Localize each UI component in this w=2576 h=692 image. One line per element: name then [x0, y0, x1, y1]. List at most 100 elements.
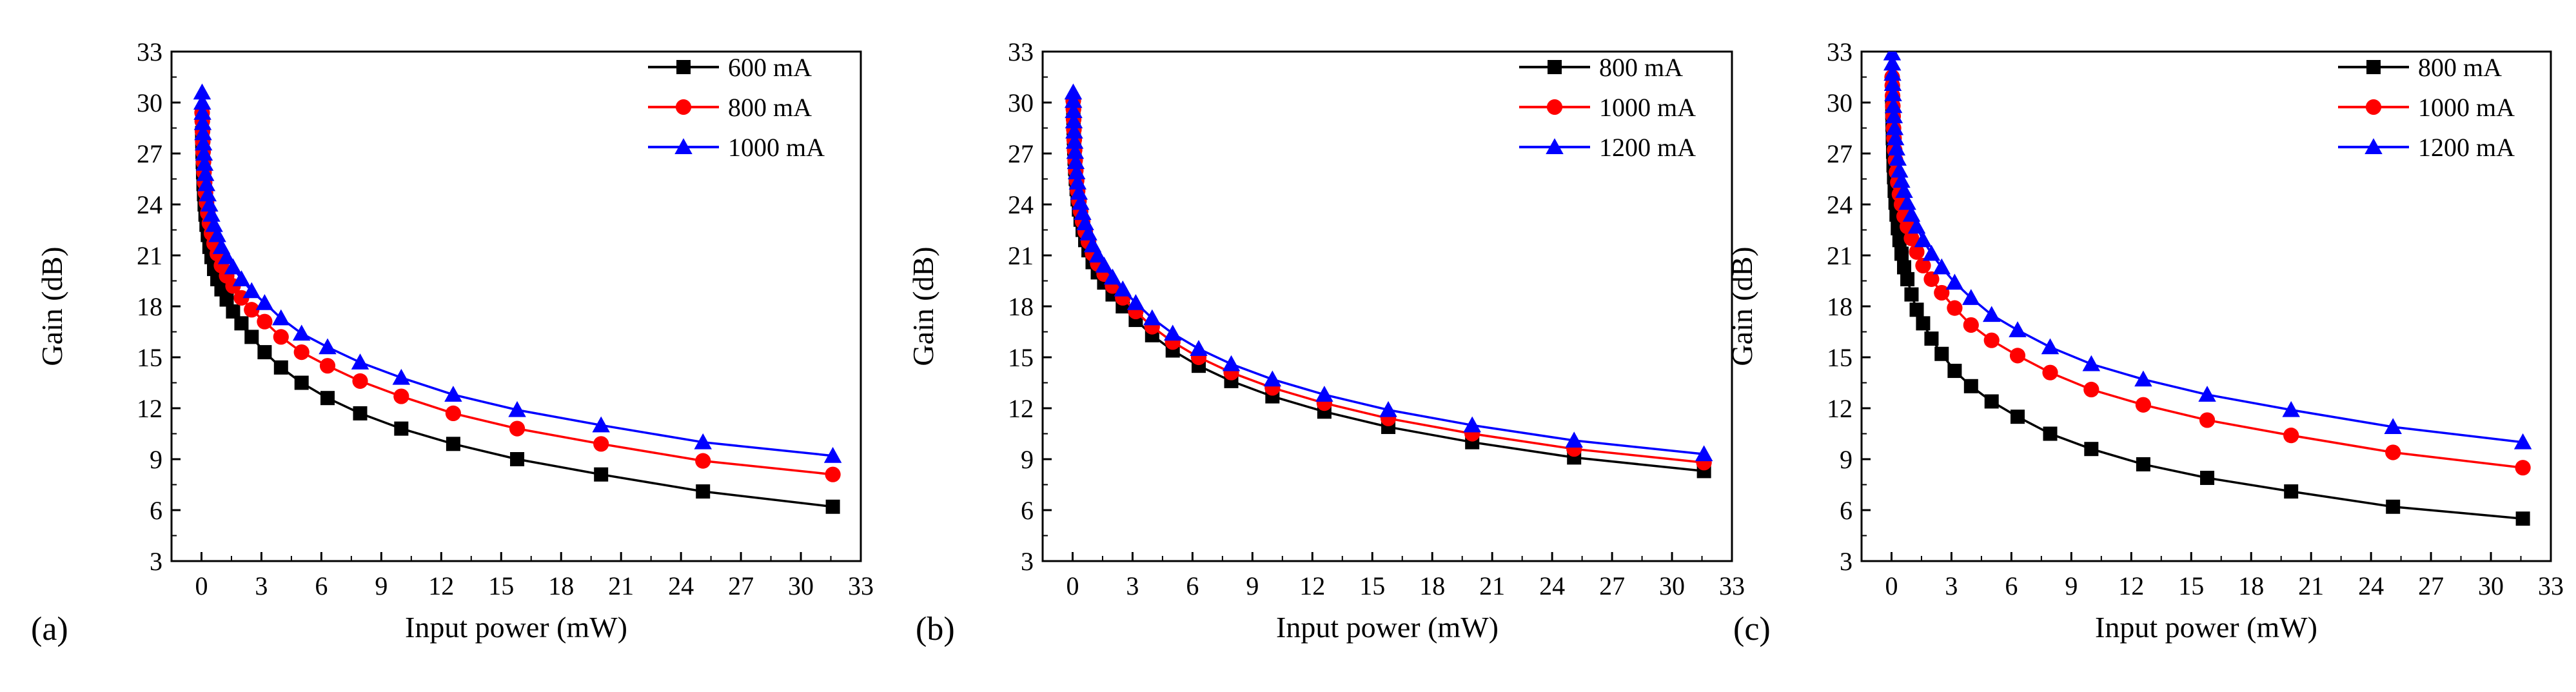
- y-tick-label: 27: [1827, 139, 1853, 168]
- data-point: [193, 104, 211, 120]
- y-tick-label: 30: [1008, 88, 1034, 117]
- y-tick-label: 3: [1840, 547, 1853, 576]
- data-point: [1072, 193, 1090, 210]
- data-point: [1143, 309, 1161, 326]
- data-point: [320, 391, 335, 406]
- data-point: [2284, 484, 2299, 499]
- data-point: [1222, 355, 1241, 371]
- x-tick-label: 0: [195, 571, 208, 600]
- x-tick-label: 3: [1945, 571, 1958, 600]
- x-tick-label: 0: [1066, 571, 1079, 600]
- x-tick-label: 24: [1539, 571, 1565, 600]
- data-point: [194, 124, 212, 141]
- x-tick-label: 33: [1719, 571, 1745, 600]
- data-point: [244, 302, 260, 318]
- data-point: [2010, 410, 2025, 424]
- x-tick-label: 6: [2005, 571, 2018, 600]
- data-point: [2385, 444, 2401, 460]
- data-point: [1884, 97, 1903, 114]
- series-line: [201, 112, 833, 476]
- data-point: [592, 416, 610, 433]
- data-point: [1884, 85, 1902, 101]
- data-point: [292, 324, 311, 341]
- x-tick-label: 30: [1659, 571, 1685, 600]
- y-axis-title: Gain (dB): [907, 246, 939, 366]
- x-tick-label: 15: [488, 571, 514, 600]
- data-point: [1909, 244, 1925, 260]
- x-axis-title: Input power (mW): [405, 611, 627, 644]
- legend-marker: [2366, 60, 2381, 74]
- data-point: [1963, 379, 1978, 393]
- data-point: [1190, 340, 1208, 356]
- data-point: [193, 94, 211, 110]
- x-axis-title: Input power (mW): [1276, 611, 1499, 644]
- data-point: [1885, 119, 1904, 135]
- data-point: [1897, 260, 1912, 275]
- data-point: [1894, 246, 1909, 261]
- data-point: [2009, 348, 2026, 364]
- x-tick-label: 0: [1885, 571, 1898, 600]
- legend-label: 1000 mA: [2418, 93, 2515, 122]
- data-point: [2136, 457, 2150, 471]
- data-point: [1907, 217, 1926, 234]
- data-point: [273, 360, 288, 375]
- data-point: [1893, 172, 1911, 188]
- data-point: [1263, 370, 1282, 387]
- data-point: [2009, 321, 2027, 337]
- data-point: [1064, 92, 1083, 108]
- y-tick-label: 24: [1008, 190, 1034, 219]
- y-tick-label: 12: [137, 394, 162, 423]
- data-point: [1915, 257, 1931, 273]
- data-point: [825, 499, 840, 514]
- data-point: [1895, 182, 1913, 198]
- series-1200-ma: [1064, 83, 1713, 462]
- data-point: [1923, 271, 1940, 287]
- x-tick-label: 18: [1419, 571, 1445, 600]
- data-point: [1463, 416, 1481, 433]
- data-point: [1088, 246, 1107, 262]
- x-tick-label: 9: [1246, 571, 1259, 600]
- data-point: [1565, 431, 1583, 448]
- data-point: [1922, 244, 1941, 261]
- y-tick-label: 15: [1008, 343, 1034, 372]
- data-point: [2513, 433, 2532, 450]
- data-point: [232, 270, 251, 286]
- data-point: [1065, 123, 1083, 139]
- y-tick-label: 6: [1840, 496, 1853, 525]
- data-point: [255, 293, 274, 310]
- x-tick-label: 15: [1359, 571, 1385, 600]
- data-point: [1695, 445, 1713, 462]
- x-tick-label: 3: [255, 571, 268, 600]
- data-point: [1963, 317, 1979, 333]
- data-point: [244, 330, 259, 344]
- data-point: [1315, 386, 1333, 402]
- data-point: [294, 375, 309, 390]
- y-tick-label: 30: [137, 88, 162, 117]
- series-1000-ma: [1884, 69, 2531, 476]
- legend-marker: [1546, 138, 1564, 154]
- x-tick-label: 12: [428, 571, 454, 600]
- data-point: [1883, 75, 1902, 92]
- data-point: [2200, 470, 2215, 485]
- x-tick-label: 21: [2298, 571, 2324, 600]
- legend-marker: [1546, 99, 1563, 115]
- legend-label: 1200 mA: [1599, 133, 1696, 162]
- data-point: [1934, 284, 1950, 301]
- legend: 600 mA 800 mA 1000 mA: [648, 53, 825, 162]
- data-point: [272, 309, 290, 326]
- data-point: [193, 83, 211, 100]
- y-tick-label: 15: [1827, 343, 1853, 372]
- data-point: [1126, 293, 1145, 310]
- data-point: [293, 344, 310, 361]
- data-point: [194, 134, 213, 151]
- data-point: [445, 405, 461, 422]
- data-point: [444, 386, 462, 402]
- data-point: [509, 420, 526, 437]
- y-tick-label: 21: [137, 241, 162, 270]
- data-point: [1889, 150, 1907, 166]
- data-point: [1909, 302, 1924, 317]
- y-tick-label: 27: [1008, 139, 1034, 168]
- y-tick-label: 3: [150, 547, 162, 576]
- data-point: [1898, 193, 1916, 210]
